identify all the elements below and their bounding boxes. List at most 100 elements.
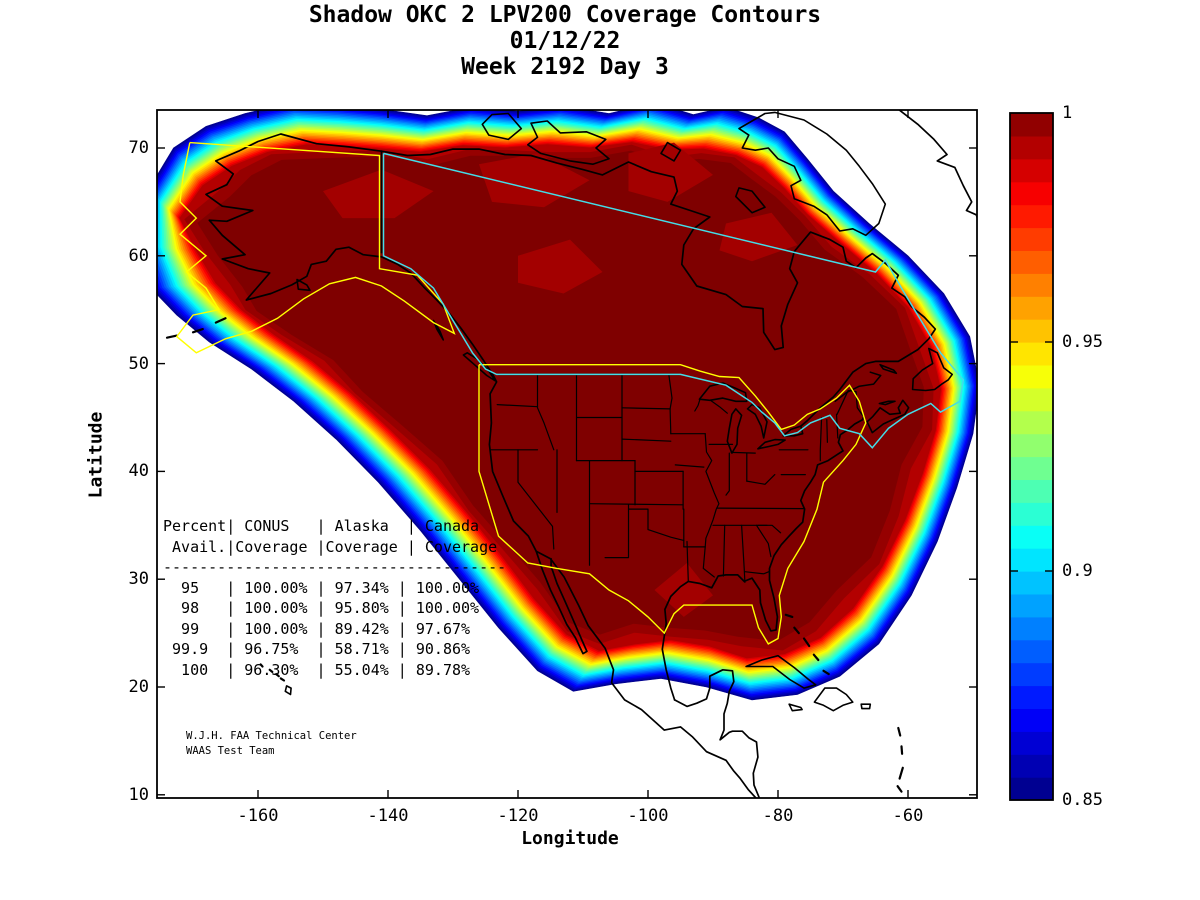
great-lake-outline — [757, 438, 786, 450]
island-outline — [527, 120, 610, 165]
state-border — [604, 504, 630, 559]
coastline-gulf-east — [661, 415, 865, 701]
x-tick-label: -80 — [762, 806, 794, 826]
figure-title-line3: Week 2192 Day 3 — [461, 54, 669, 80]
small-island-dash — [268, 668, 274, 673]
state-border — [686, 540, 689, 582]
colorbar-band — [1010, 410, 1053, 435]
colorbar-band — [1010, 113, 1053, 137]
small-island-dash — [900, 745, 904, 755]
colorbar-band — [1010, 708, 1053, 732]
colorbar-band — [1010, 319, 1053, 343]
state-border — [694, 398, 701, 412]
x-tick-label: -120 — [497, 806, 539, 826]
small-island-dash — [812, 653, 820, 662]
x-axis-label: Longitude — [521, 828, 619, 849]
y-tick-label: 10 — [128, 784, 149, 805]
colorbar-band — [1010, 342, 1053, 366]
y-tick-label: 20 — [128, 677, 149, 697]
state-border — [588, 503, 684, 506]
small-island-dash — [165, 334, 178, 339]
colorbar-band — [1010, 456, 1053, 480]
colorbar-tick-label: 0.9 — [1062, 561, 1093, 581]
state-border — [621, 438, 672, 442]
state-border — [722, 524, 726, 577]
coastline-baja — [535, 550, 588, 655]
coastline-west — [205, 133, 757, 798]
canada-region-boundary — [382, 152, 965, 449]
contour-mottle-patch — [654, 563, 713, 617]
contour-mottle-patch — [628, 142, 713, 202]
contour-mottle-patch — [323, 169, 434, 219]
island-outline — [866, 399, 910, 434]
y-tick-label: 50 — [128, 353, 149, 374]
coastline-gaspe — [834, 371, 882, 403]
island-outline — [296, 278, 311, 292]
colorbar-tick-label: 1 — [1062, 103, 1073, 123]
colorbar-band — [1010, 685, 1053, 709]
colorbar-band — [1010, 296, 1053, 320]
island-outline — [878, 400, 896, 406]
y-axis-label: Latitude — [85, 411, 107, 499]
small-island-dash — [897, 726, 902, 737]
small-island-dash — [898, 766, 904, 780]
state-border — [819, 416, 823, 462]
contour-mottle-patch — [479, 153, 590, 208]
colorbar-band — [1010, 639, 1053, 664]
colorbar-band — [1010, 273, 1053, 297]
small-island-dash — [802, 637, 811, 648]
island-outline — [284, 685, 292, 696]
small-island-dash — [896, 785, 903, 793]
island-outline — [738, 111, 887, 237]
small-island-dash — [784, 613, 794, 618]
island-outline — [462, 352, 497, 382]
state-border — [496, 404, 539, 408]
state-border — [725, 452, 730, 496]
coastline-greenland — [897, 110, 977, 220]
attribution: W.J.H. FAA Technical Center WAAS Test Te… — [186, 729, 357, 759]
state-border — [536, 373, 555, 451]
colorbar-band — [1010, 571, 1053, 595]
colorbar-band — [1010, 181, 1053, 206]
colorbar-band — [1010, 548, 1053, 572]
map-layer — [157, 110, 977, 798]
island-outline — [432, 319, 445, 341]
figure-title-line2: 01/12/22 — [509, 28, 621, 54]
small-island-dash — [822, 669, 830, 676]
great-lake-outline — [726, 408, 743, 454]
plot-border — [156, 109, 978, 799]
x-tick-label: -60 — [892, 806, 924, 826]
state-border — [621, 407, 671, 410]
colorbar-band — [1010, 616, 1053, 641]
colorbar-band — [1010, 387, 1053, 412]
state-border — [835, 413, 839, 439]
state-border — [702, 546, 715, 578]
colorbar-band — [1010, 364, 1053, 389]
colorbar-band — [1010, 433, 1053, 458]
colorbar-band — [1010, 525, 1053, 549]
state-border — [757, 524, 782, 534]
state-border — [517, 449, 555, 550]
state-border — [674, 464, 705, 468]
attribution-line2: WAAS Test Team — [186, 745, 275, 757]
colorbar-tick-label: 0.85 — [1062, 790, 1103, 810]
coastline-canada — [380, 148, 937, 427]
state-border — [709, 399, 728, 414]
colorbar-border — [1009, 112, 1054, 801]
island-outline — [481, 112, 523, 141]
state-border — [755, 524, 772, 558]
colorbar-band — [1010, 662, 1053, 687]
great-lake-outline — [746, 403, 768, 439]
colorbar-band — [1010, 502, 1053, 526]
state-border — [716, 507, 806, 510]
state-border — [627, 508, 685, 541]
state-border — [741, 524, 746, 583]
state-border — [744, 571, 770, 575]
great-lake-outline — [698, 382, 748, 403]
contour-mottle-patch — [518, 239, 603, 294]
colorbar-band — [1010, 754, 1053, 778]
state-border — [668, 373, 673, 435]
small-island-dash — [214, 317, 227, 324]
